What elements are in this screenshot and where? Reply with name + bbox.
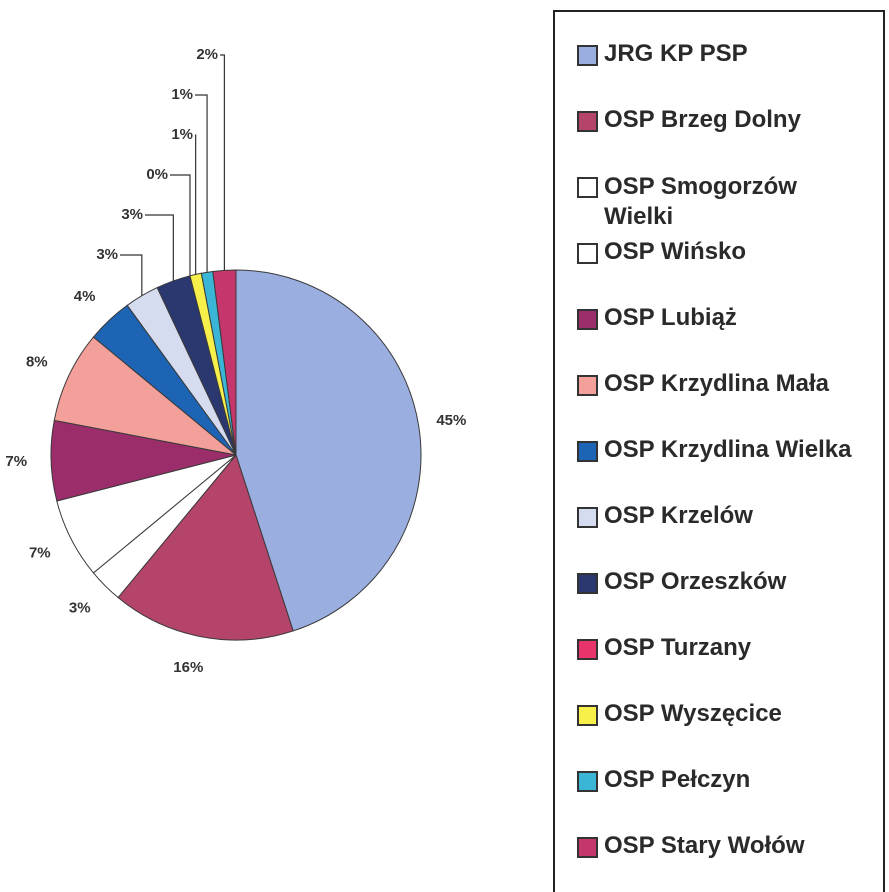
legend-swatch (577, 45, 598, 66)
legend-swatch (577, 705, 598, 726)
legend-swatch (577, 573, 598, 594)
legend-swatch (577, 639, 598, 660)
legend-label: OSP Smogorzów Wielki (604, 173, 797, 230)
legend-swatch (577, 375, 598, 396)
legend-swatch (577, 441, 598, 462)
legend-item: OSP Smogorzów Wielki (577, 172, 834, 232)
legend-swatch (577, 837, 598, 858)
legend-label: OSP Krzelów (604, 502, 753, 529)
legend-item: OSP Orzeszków (577, 568, 786, 596)
legend-item: OSP Wyszęcice (577, 700, 782, 728)
data-label: 1% (171, 86, 193, 103)
legend-swatch (577, 507, 598, 528)
legend-label: OSP Wińsko (604, 238, 747, 265)
data-label: 0% (146, 166, 168, 183)
data-label: 3% (96, 246, 118, 263)
data-label: 2% (196, 46, 218, 63)
legend-swatch (577, 111, 598, 132)
data-label: 8% (26, 354, 48, 371)
data-label: 3% (121, 206, 143, 223)
legend-item: OSP Turzany (577, 634, 751, 662)
legend-item: OSP Krzydlina Wielka (577, 436, 851, 464)
pie-slice (53, 336, 237, 456)
leader-line (145, 214, 174, 281)
legend-label: OSP Turzany (604, 634, 752, 661)
pie-slice (235, 269, 422, 632)
leader-line (120, 254, 143, 296)
legend-swatch (577, 771, 598, 792)
legend-label: OSP Orzeszków (604, 568, 787, 595)
legend-item: OSP Wińsko (577, 238, 746, 266)
data-label: 4% (74, 288, 96, 305)
data-label: 1% (171, 126, 193, 143)
legend-label: OSP Brzeg Dolny (604, 106, 801, 133)
legend-item: JRG KP PSP (577, 40, 748, 68)
legend-label: JRG KP PSP (604, 40, 748, 67)
legend: JRG KP PSP OSP Brzeg Dolny OSP Smogorzów W… (553, 10, 885, 892)
pie-chart: 45% 16% 3% 7% 7% 8% 4% 3% 3% 0% 1% 1% 2% (5, 46, 466, 676)
leader-line (195, 134, 197, 275)
legend-swatch (577, 309, 598, 330)
data-label: 45% (436, 412, 466, 429)
legend-label: OSP Pełczyn (604, 766, 751, 793)
legend-label: OSP Wyszęcice (604, 700, 782, 727)
leader-line (195, 94, 208, 273)
legend-label: OSP Krzydlina Mała (604, 370, 829, 397)
legend-swatch (577, 243, 598, 264)
pie-slice (117, 453, 294, 641)
data-label: 16% (173, 659, 203, 676)
leader-line (220, 54, 225, 271)
legend-label: OSP Lubiąż (604, 304, 737, 331)
pie-slice (212, 269, 237, 456)
legend-label: OSP Krzydlina Wielka (604, 436, 852, 463)
leader-line (170, 174, 191, 276)
legend-item: OSP Pełczyn (577, 766, 750, 794)
legend-item: OSP Krzelów (577, 502, 753, 530)
legend-label: OSP Stary Wołów (604, 832, 805, 859)
data-label: 7% (5, 453, 27, 470)
data-label: 3% (69, 599, 91, 616)
legend-item: OSP Stary Wołów (577, 832, 805, 860)
legend-item: OSP Lubiąż (577, 304, 737, 332)
data-label: 7% (29, 544, 51, 561)
legend-item: OSP Brzeg Dolny (577, 106, 801, 134)
legend-item: OSP Krzydlina Mała (577, 370, 829, 398)
legend-swatch (577, 177, 598, 198)
